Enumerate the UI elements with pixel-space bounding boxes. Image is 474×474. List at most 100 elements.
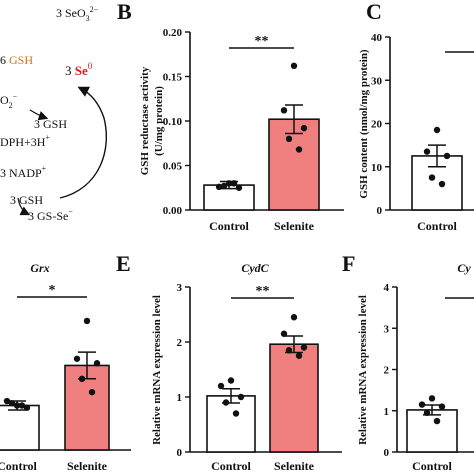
data-point (230, 180, 238, 187)
arrow-cycle (59, 86, 108, 199)
superoxide: O2− (0, 92, 18, 110)
y-tick-label: 0 (177, 447, 183, 459)
data-point (23, 404, 31, 411)
significance-label: * (49, 283, 56, 298)
panel-label-e: E (116, 251, 131, 276)
data-point (88, 388, 96, 396)
y-tick-label: 0.15 (163, 72, 183, 84)
bar-selenite (269, 343, 319, 453)
y-axis-label: Relative mRNA expression level (151, 295, 163, 445)
data-point (13, 402, 21, 409)
gs-se-product: 3 GS-Se− (28, 207, 73, 223)
data-point (300, 344, 308, 351)
y-axis-label: GSH reductase activity (139, 66, 151, 175)
data-point (235, 184, 243, 191)
y-tick-label: 0 (377, 205, 383, 217)
data-point (300, 124, 308, 132)
data-point (290, 62, 298, 70)
bar-control (406, 409, 458, 453)
y-tick-label: 0 (384, 447, 390, 459)
data-point (217, 382, 225, 390)
y-tick-label: 2 (384, 365, 390, 377)
data-point (290, 314, 298, 321)
y-tick-label: 0.05 (163, 161, 183, 173)
x-tick-label: Control (417, 219, 457, 233)
se0-product: 3 Se0 (65, 61, 93, 78)
y-tick-label: 2 (177, 337, 183, 349)
data-point (78, 375, 86, 382)
chart-title: Cy (457, 261, 471, 275)
bar-selenite (268, 118, 320, 211)
data-point (227, 377, 235, 384)
data-point (285, 135, 293, 142)
nadph: DPH+3H+ (0, 133, 50, 149)
y-axis-label-units: (U/mg protein) (153, 86, 165, 156)
data-point (295, 352, 303, 359)
y-axis-label: Relative mRNA expression level (357, 295, 369, 445)
data-point (232, 410, 240, 417)
bar-control (0, 404, 40, 451)
y-tick-label: 1 (384, 406, 390, 418)
data-point (225, 180, 233, 187)
data-point (93, 360, 101, 367)
x-tick-label: Control (0, 459, 38, 473)
y-tick-label: 30 (371, 75, 383, 87)
x-tick-label: Selenite (274, 459, 315, 473)
y-tick-label: 0.00 (163, 205, 183, 217)
chart-e: 0 1 2 3 Relative mRNA expression level CydC Co… (151, 261, 342, 473)
data-point (428, 395, 436, 402)
nadp: 3 NADP+ (0, 164, 47, 180)
chart-f: 0 1 2 3 4 Relative mRNA expression level Cy Con… (357, 261, 474, 473)
x-tick-label: Control (412, 459, 452, 473)
data-point (438, 180, 446, 188)
data-point (8, 400, 16, 407)
y-tick-label: 40 (371, 32, 383, 44)
arrow-gsse (17, 197, 31, 216)
arrow-o2 (29, 109, 49, 121)
y-tick-label: 1 (177, 392, 183, 404)
data-point (285, 347, 293, 354)
y-tick-label: 3 (384, 323, 390, 335)
y-tick-label: 0.10 (163, 116, 183, 128)
data-point (418, 401, 426, 408)
data-point (423, 148, 431, 155)
significance-label: ** (256, 284, 270, 299)
x-tick-label: Control (209, 219, 249, 233)
panel-label-b: B (117, 0, 132, 24)
data-point (222, 399, 230, 406)
chart-d: Grx Control Selenite * (0, 261, 131, 473)
gsh-regenerated: 3 GSH (34, 117, 67, 131)
scheme-panel: 3 SeO32− 6 GSH 3 Se0 O2− 3 GSH DPH+3H+ 3… (0, 5, 108, 223)
data-point (438, 403, 446, 410)
bar-control (206, 395, 256, 453)
data-point (73, 355, 81, 362)
charts-layer: 0.00 0.05 0.10 0.15 0.20 GSH reductase activi… (0, 27, 474, 473)
data-point (280, 107, 288, 114)
data-point (220, 182, 228, 190)
y-tick-label: 20 (371, 119, 383, 131)
x-tick-label: Selenite (67, 459, 108, 473)
y-tick-label: 10 (371, 162, 383, 174)
data-point (237, 393, 245, 401)
data-point (433, 126, 441, 134)
chart-title: CydC (241, 261, 269, 275)
chart-title: Grx (30, 261, 49, 275)
data-point (280, 330, 288, 337)
panel-label-f: F (342, 251, 355, 276)
significance-label: ** (255, 34, 269, 49)
gsh-reactant: 6 GSH (0, 53, 33, 67)
data-point (433, 417, 441, 425)
data-point (423, 409, 431, 417)
gsh-consumed: 3 GSH (10, 193, 43, 207)
data-point (428, 174, 436, 181)
data-point (3, 397, 11, 405)
x-tick-label: Selenite (274, 219, 315, 233)
data-point (18, 402, 26, 409)
y-axis-label: GSH content (nmol/mg protein) (358, 49, 370, 199)
y-tick-label: 0.20 (163, 27, 183, 39)
x-tick-label: Control (211, 459, 251, 473)
data-point (83, 317, 91, 325)
panel-label-c: C (366, 0, 382, 24)
